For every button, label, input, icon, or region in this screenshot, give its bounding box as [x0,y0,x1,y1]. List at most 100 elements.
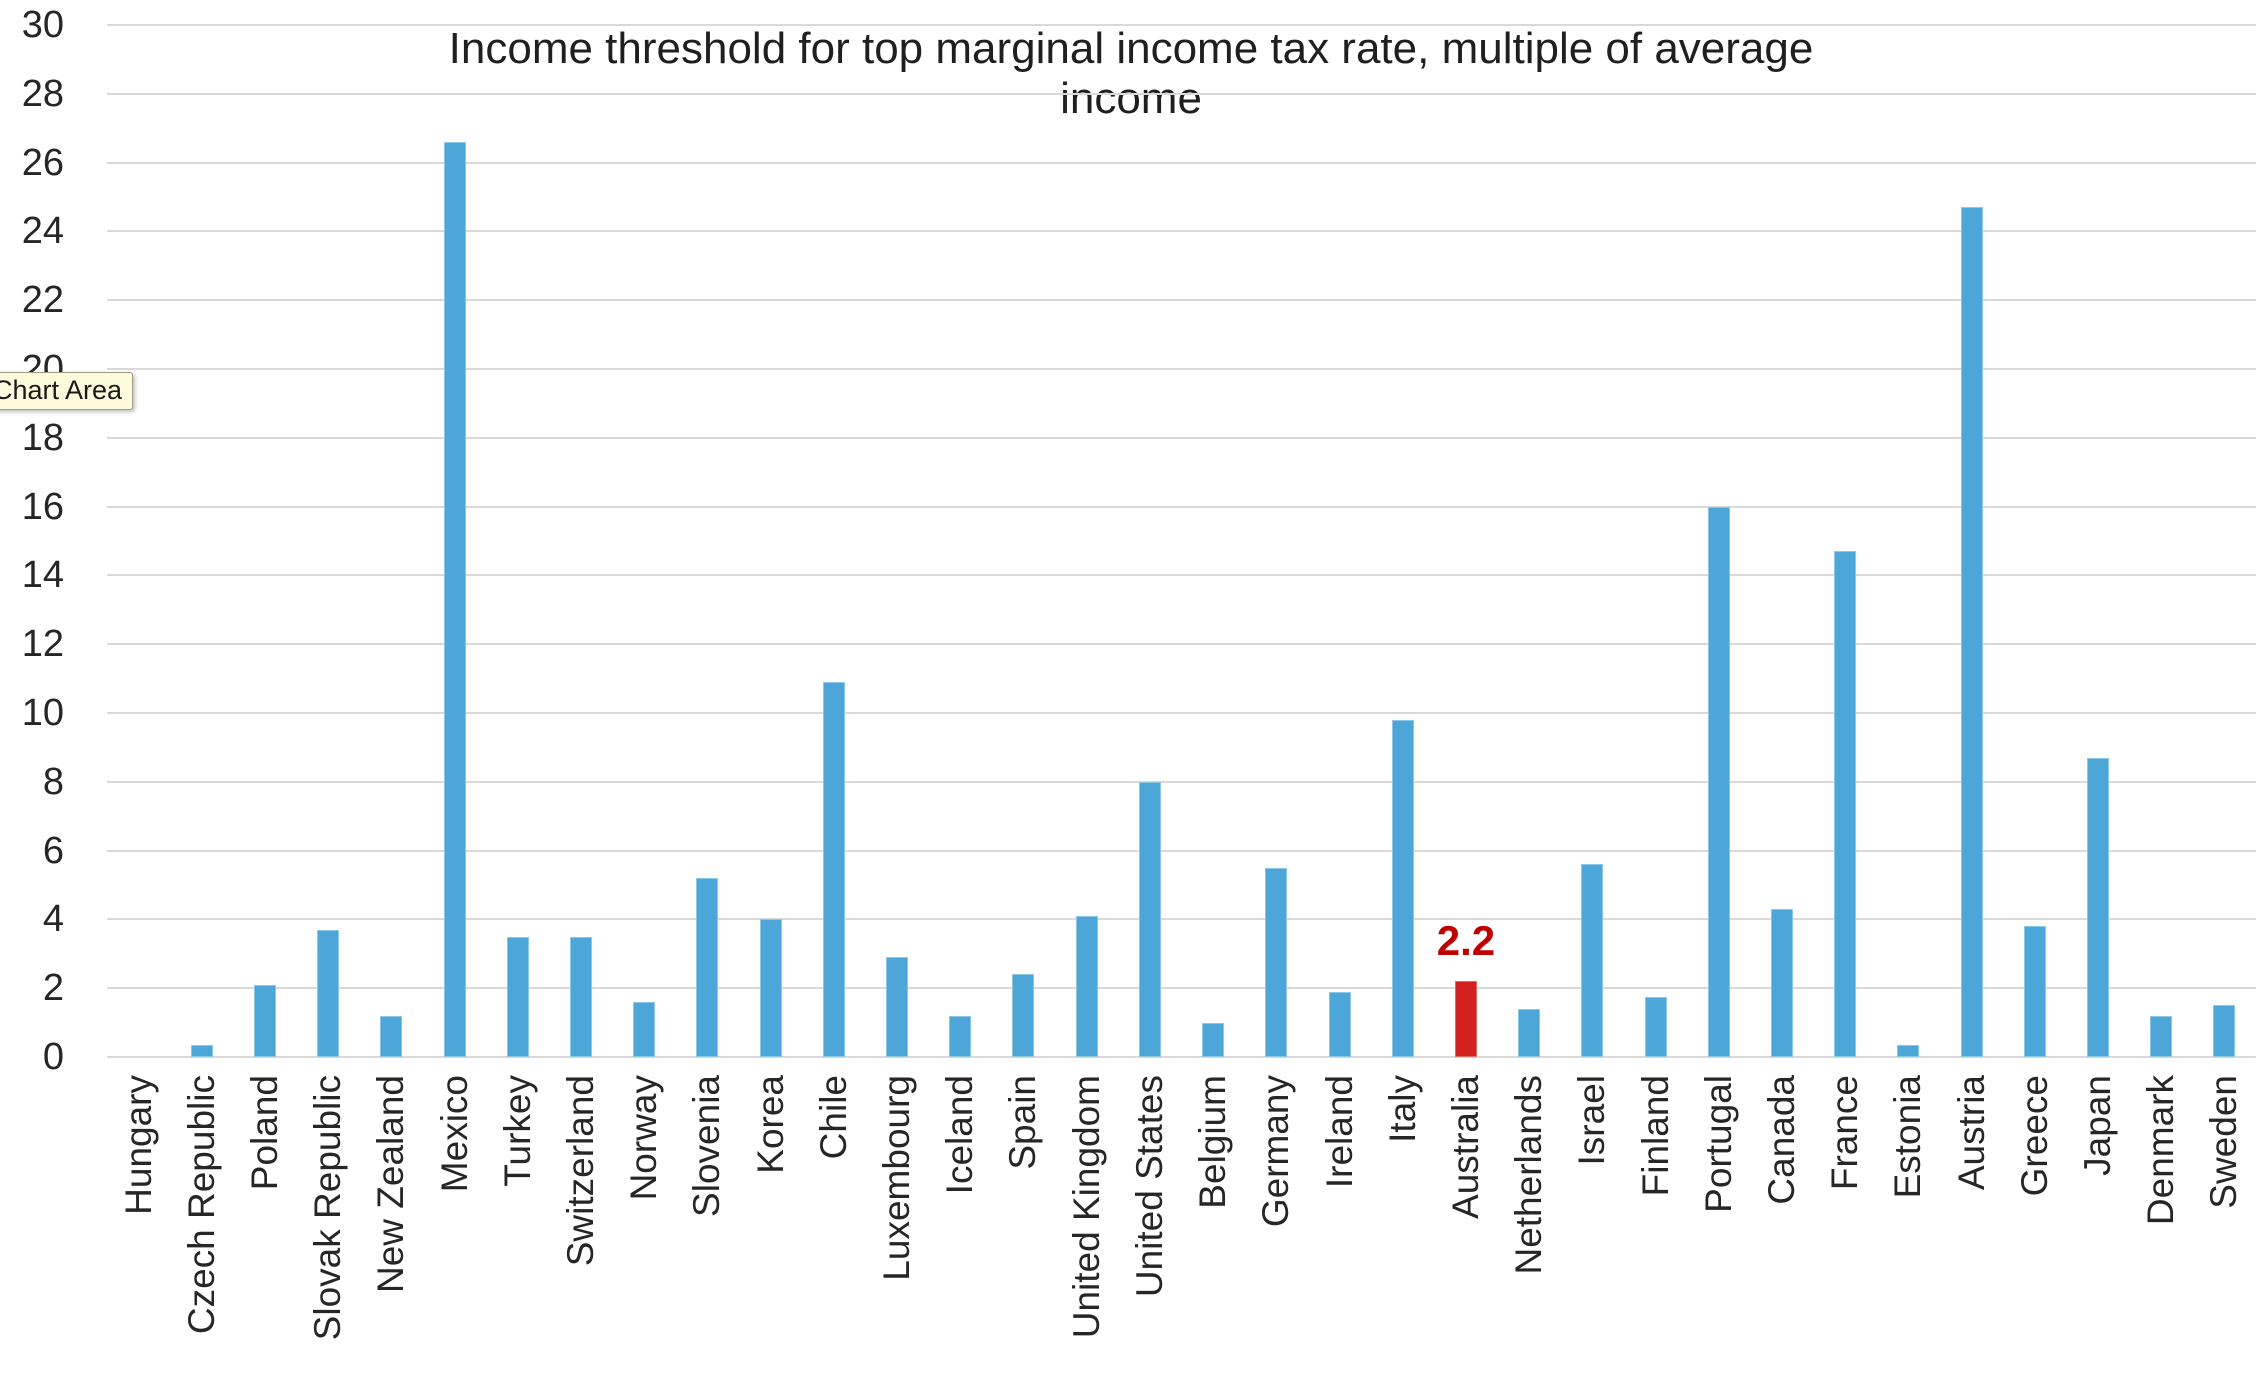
x-axis-label-slot-united-kingdom: United Kingdom [1065,1075,1109,1338]
x-axis-label-slot-new-zealand: New Zealand [369,1075,413,1293]
x-axis-label-poland: Poland [244,1075,285,1191]
bar-france[interactable] [1834,551,1857,1057]
gridline-y-22 [107,299,2256,302]
bar-estonia[interactable] [1897,1044,1920,1057]
bar-ireland[interactable] [1328,991,1351,1057]
bar-germany[interactable] [1265,867,1288,1057]
gridline-y-24 [107,230,2256,233]
gridline-y-6 [107,849,2256,852]
gridline-y-4 [107,918,2256,921]
x-axis-label-slot-belgium: Belgium [1191,1075,1235,1209]
y-axis-tick-label-26: 26 [21,141,64,184]
bar-slovak-republic[interactable] [317,929,340,1057]
x-axis-label-norway: Norway [623,1075,665,1201]
bar-iceland[interactable] [949,1015,972,1057]
x-axis-label-slot-denmark: Denmark [2139,1075,2183,1225]
gridline-y-26 [107,161,2256,164]
bar-new-zealand[interactable] [380,1015,403,1057]
x-axis-label-korea: Korea [749,1075,791,1174]
x-axis-label-slot-switzerland: Switzerland [559,1075,603,1266]
bar-chile[interactable] [822,682,845,1057]
y-axis-tick-label-12: 12 [21,623,64,666]
x-axis-label-new-zealand: New Zealand [370,1075,412,1294]
x-axis-label-spain: Spain [1002,1075,1044,1170]
x-axis-label-slot-czech-republic: Czech Republic [180,1075,224,1334]
x-axis-label-slot-iceland: Iceland [938,1075,982,1194]
x-axis-label-slot-austria: Austria [1950,1075,1994,1190]
bar-portugal[interactable] [1707,506,1730,1057]
x-axis-label-finland: Finland [1634,1075,1676,1197]
x-axis-label-slot-ireland: Ireland [1318,1075,1362,1188]
bar-spain[interactable] [1012,974,1035,1057]
x-axis-label-slot-netherlands: Netherlands [1507,1075,1551,1275]
bar-finland[interactable] [1644,996,1667,1057]
bar-austria[interactable] [1960,207,1983,1057]
x-axis-label-australia: Australia [1444,1075,1486,1219]
x-axis-label-czech-republic: Czech Republic [180,1075,222,1335]
bar-slovenia[interactable] [696,878,719,1057]
chart-title-line-2: income [1060,74,1202,123]
y-axis-tick-label-16: 16 [21,485,64,528]
bar-norway[interactable] [633,1001,656,1057]
gridline-y-2 [107,987,2256,990]
bar-belgium[interactable] [1202,1022,1225,1057]
bar-poland[interactable] [254,984,276,1057]
x-axis-label-japan: Japan [2076,1075,2118,1176]
x-axis-label-chile: Chile [812,1075,854,1160]
bar-japan[interactable] [2086,757,2109,1057]
y-axis-tick-label-10: 10 [21,692,64,734]
bar-italy[interactable] [1391,719,1414,1057]
x-axis-label-united-kingdom: United Kingdom [1065,1075,1107,1339]
bar-korea[interactable] [759,919,782,1057]
x-axis-label-slot-germany: Germany [1254,1075,1298,1227]
gridline-y-10 [107,712,2256,714]
x-axis-label-slot-norway: Norway [622,1075,666,1200]
gridline-y-16 [107,505,2256,508]
y-axis-tick-label-18: 18 [21,416,64,459]
bar-czech-republic[interactable] [190,1044,213,1057]
chart-title-line-1: Income threshold for top marginal income… [448,24,1814,73]
bar-israel[interactable] [1581,864,1604,1057]
x-axis-label-slot-poland: Poland [243,1075,287,1190]
bar-sweden[interactable] [2213,1005,2236,1057]
bar-turkey[interactable] [506,936,529,1057]
bar-canada[interactable] [1770,909,1793,1057]
x-axis-label-slot-turkey: Turkey [496,1075,540,1187]
x-axis-label-greece: Greece [2013,1075,2055,1197]
bar-australia[interactable] [1454,981,1477,1057]
x-axis-label-slot-portugal: Portugal [1697,1075,1741,1213]
x-axis-label-slot-mexico: Mexico [433,1075,477,1192]
bar-netherlands[interactable] [1518,1008,1541,1057]
gridline-y-14 [107,574,2256,577]
x-axis-label-slot-sweden: Sweden [2202,1075,2246,1209]
x-axis-label-slot-greece: Greece [2013,1075,2057,1196]
bar-mexico[interactable] [443,141,466,1057]
bar-united-states[interactable] [1138,781,1161,1057]
gridline-y-18 [107,436,2256,439]
x-axis-label-turkey: Turkey [496,1075,538,1187]
bar-luxembourg[interactable] [886,957,909,1057]
y-axis-tick-label-30: 30 [21,4,64,46]
x-axis-label-slot-slovenia: Slovenia [685,1075,729,1217]
bar-greece[interactable] [2023,926,2046,1057]
x-axis-label-slot-australia: Australia [1444,1075,1488,1219]
x-axis-label-slot-italy: Italy [1381,1075,1425,1143]
bar-denmark[interactable] [2150,1015,2173,1057]
x-axis-label-luxembourg: Luxembourg [876,1075,918,1281]
x-axis-label-germany: Germany [1255,1075,1297,1228]
bar-switzerland[interactable] [570,936,593,1057]
x-axis-label-slot-israel: Israel [1570,1075,1614,1165]
gridline-y-28 [107,92,2256,95]
gridline-y-20 [107,368,2256,370]
x-axis-label-netherlands: Netherlands [1508,1075,1550,1275]
chart-title: Income threshold for top marginal income… [0,24,2262,124]
y-axis-tick-label-14: 14 [21,554,64,597]
y-axis-tick-label-8: 8 [42,760,64,803]
x-axis-label-slovenia: Slovenia [686,1075,728,1217]
gridline-y-8 [107,780,2256,783]
y-axis-tick-label-22: 22 [21,279,64,322]
x-axis-label-slot-luxembourg: Luxembourg [875,1075,919,1281]
bar-united-kingdom[interactable] [1075,915,1098,1057]
x-axis-label-ireland: Ireland [1318,1075,1360,1189]
